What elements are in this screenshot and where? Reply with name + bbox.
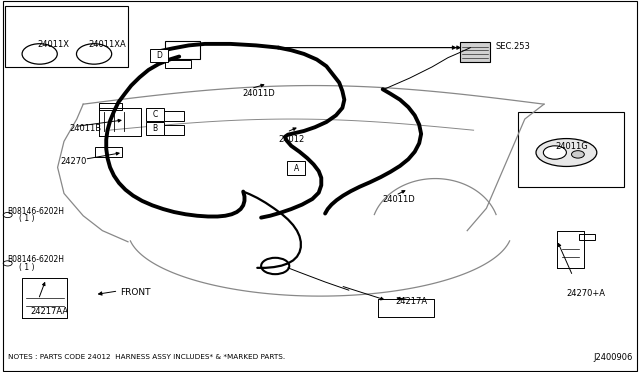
Bar xyxy=(518,112,624,187)
Text: 24011B: 24011B xyxy=(69,124,101,133)
Bar xyxy=(5,6,128,67)
Text: 24217AA: 24217AA xyxy=(30,307,68,316)
Bar xyxy=(165,60,191,68)
Text: D: D xyxy=(156,51,162,60)
Text: 24011D: 24011D xyxy=(242,89,275,98)
Bar xyxy=(146,122,164,135)
Ellipse shape xyxy=(536,139,596,167)
Text: 24011G: 24011G xyxy=(556,142,588,151)
Bar xyxy=(146,108,164,121)
Text: B08146-6202H: B08146-6202H xyxy=(8,207,65,216)
Bar xyxy=(159,111,184,121)
Text: FRONT: FRONT xyxy=(120,288,151,296)
Circle shape xyxy=(543,146,566,159)
Bar xyxy=(99,103,122,110)
Text: 24011D: 24011D xyxy=(383,195,415,203)
Text: J2400906: J2400906 xyxy=(593,353,632,362)
Text: 24012: 24012 xyxy=(278,135,305,144)
Bar xyxy=(460,42,490,62)
Bar xyxy=(159,125,184,135)
Bar xyxy=(165,41,200,59)
Text: 24011XA: 24011XA xyxy=(88,40,126,49)
Text: A: A xyxy=(294,164,299,173)
Text: SEC.253: SEC.253 xyxy=(496,42,531,51)
Text: B: B xyxy=(152,124,157,133)
Bar xyxy=(579,234,595,240)
Text: NOTES : PARTS CODE 24012  HARNESS ASSY INCLUDES* & *MARKED PARTS.: NOTES : PARTS CODE 24012 HARNESS ASSY IN… xyxy=(8,354,285,360)
Text: 24011X: 24011X xyxy=(37,40,69,49)
Circle shape xyxy=(572,151,584,158)
Text: 24270+A: 24270+A xyxy=(566,289,605,298)
Text: ( 1 ): ( 1 ) xyxy=(19,214,35,223)
Text: B08146-6202H: B08146-6202H xyxy=(8,255,65,264)
Text: 24217A: 24217A xyxy=(396,297,428,306)
Text: 24270: 24270 xyxy=(61,157,87,166)
Bar xyxy=(95,147,122,157)
Bar xyxy=(287,161,305,175)
Text: ( 1 ): ( 1 ) xyxy=(19,263,35,272)
Text: C: C xyxy=(152,110,157,119)
Bar xyxy=(150,49,168,62)
